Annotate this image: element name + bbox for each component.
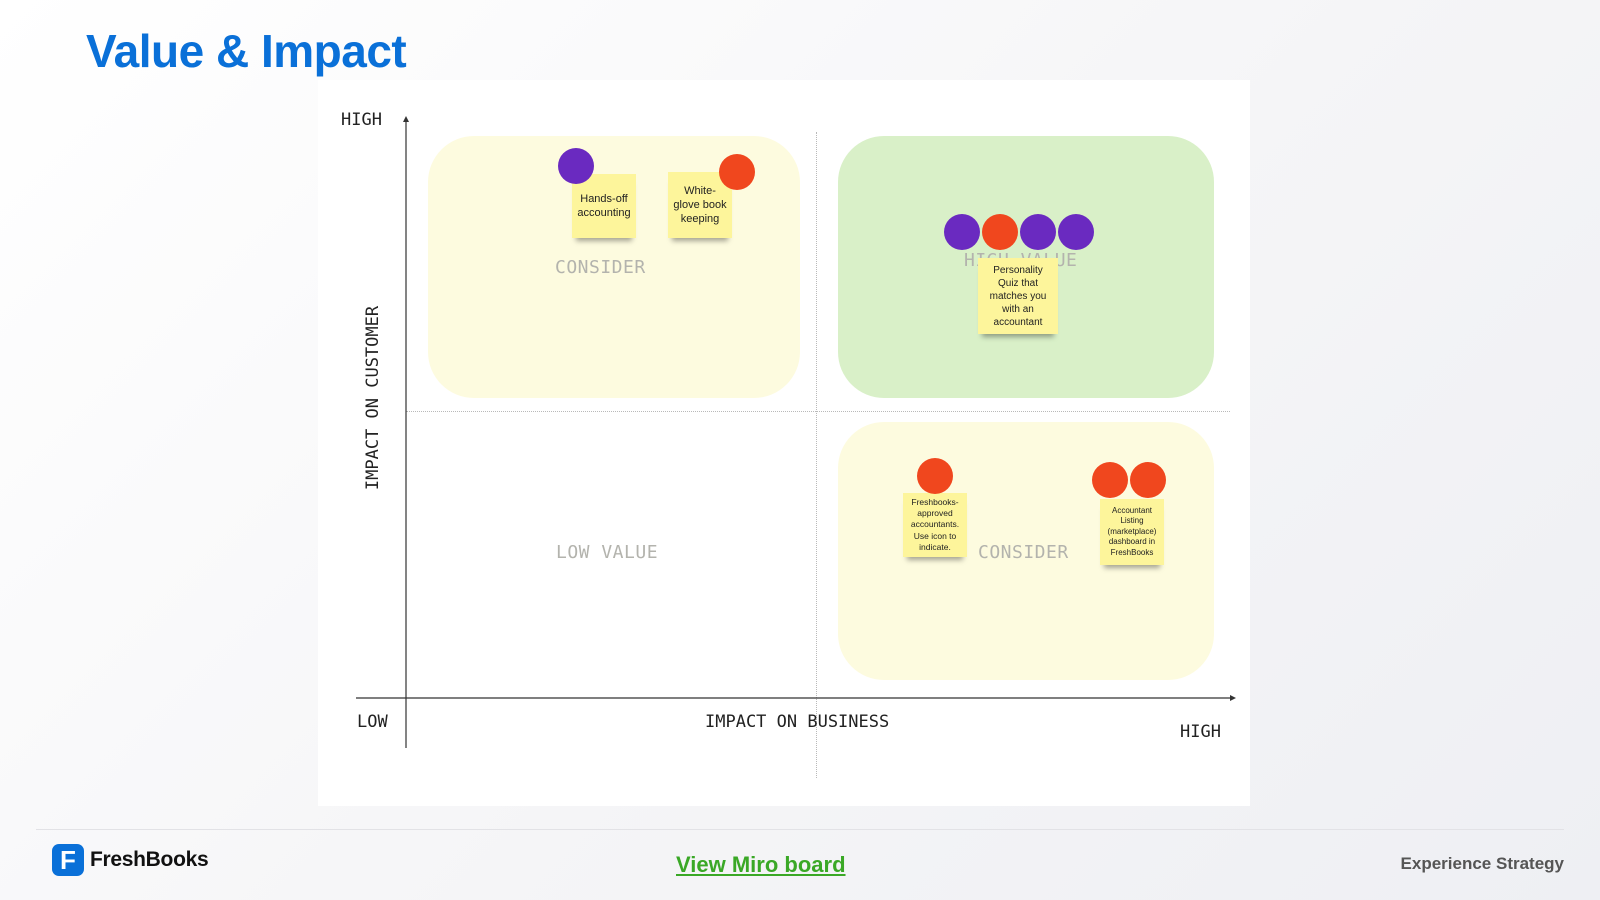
x-axis-arrow [1230,695,1236,701]
freshbooks-f-icon: F [52,844,84,876]
x-axis-title: IMPACT ON BUSINESS [705,712,890,732]
axes [356,116,1236,748]
view-miro-board-link[interactable]: View Miro board [676,852,846,877]
freshbooks-logo: F FreshBooks [52,844,209,876]
quadrant-label-top-left: CONSIDER [555,257,646,278]
quadrant-label-bottom-right: CONSIDER [978,542,1069,563]
footer-section-label: Experience Strategy [1400,854,1564,873]
brand-name: FreshBooks [90,848,209,871]
vote-dot-red[interactable] [719,154,755,190]
quadrant-label-bottom-left: LOW VALUE [556,542,659,563]
y-axis-high-label: HIGH [341,110,382,130]
vote-dot-red[interactable] [917,458,953,494]
y-axis-title: IMPACT ON CUSTOMER [363,305,383,491]
vote-dot-red[interactable] [1092,462,1128,498]
vote-dot-purple[interactable] [944,214,980,250]
x-axis-low-label: LOW [357,712,388,732]
sticky-text: White-glove book keeping [673,184,727,226]
sticky-text: Freshbooks-approved accountants. Use ico… [910,497,960,552]
y-axis-arrow [403,116,409,122]
sticky-note[interactable]: Freshbooks-approved accountants. Use ico… [903,493,967,557]
horizontal-divider [406,411,1230,412]
sticky-note[interactable]: Hands-off accounting [572,174,636,238]
vote-dot-red[interactable] [1130,462,1166,498]
x-axis-high-label: HIGH [1180,722,1221,742]
sticky-text: Accountant Listing (marketplace) dashboa… [1107,506,1157,557]
vertical-divider [816,132,817,778]
vote-dot-purple[interactable] [558,148,594,184]
vote-dot-purple[interactable] [1058,214,1094,250]
sticky-note[interactable]: White-glove book keeping [668,172,732,238]
slide-title: Value & Impact [86,25,407,77]
footer-divider [36,829,1564,830]
sticky-text: Hands-off accounting [577,192,631,219]
sticky-note[interactable]: Personality Quiz that matches you with a… [978,258,1058,334]
vote-dot-purple[interactable] [1020,214,1056,250]
sticky-text: Personality Quiz that matches you with a… [989,264,1047,328]
vote-dot-red[interactable] [982,214,1018,250]
sticky-note[interactable]: Accountant Listing (marketplace) dashboa… [1100,499,1164,565]
matrix-board: CONSIDER HIGH VALUE LOW VALUE CONSIDER H… [318,80,1250,806]
